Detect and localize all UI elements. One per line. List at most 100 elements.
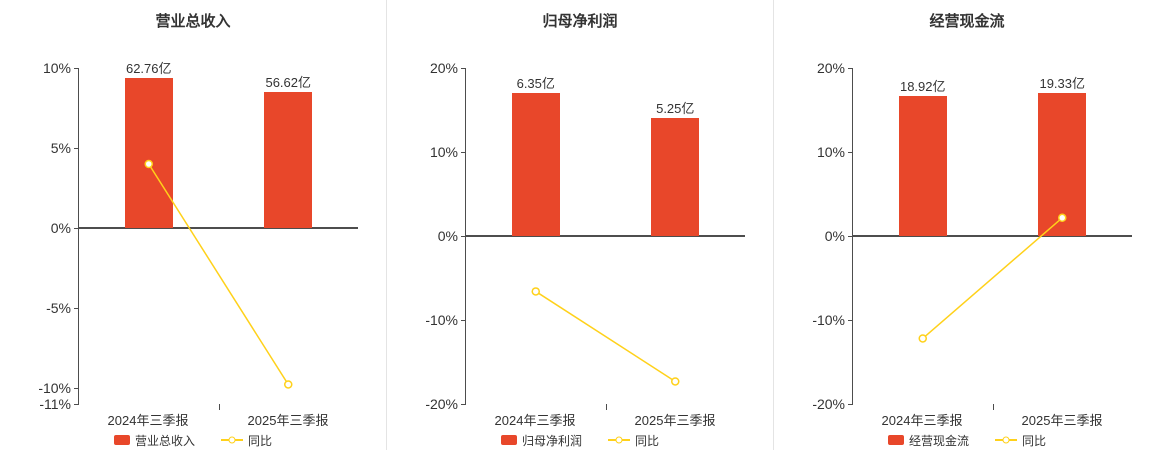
legend: 归母净利润 同比 xyxy=(387,432,773,448)
legend-label: 营业总收入 xyxy=(134,433,195,448)
x-category-label: 2024年三季报 xyxy=(107,413,189,428)
bar[interactable] xyxy=(511,93,560,236)
y-tick-mark xyxy=(848,403,853,405)
y-tick-mark xyxy=(848,235,853,237)
chart-title: 归母净利润 xyxy=(542,13,618,30)
y-tick-mark xyxy=(848,67,853,69)
legend-item-bar-series[interactable]: 营业总收入 xyxy=(113,432,195,449)
y-tick-label: -11% xyxy=(39,396,71,412)
y-tick-mark xyxy=(461,403,466,405)
x-axis-center-tick xyxy=(992,404,994,410)
bar-value-label: 56.62亿 xyxy=(265,75,312,91)
plot-area: 20% 10% 0% -10% -20% 18.92亿 19.33亿 xyxy=(812,60,1132,412)
line-series-icon xyxy=(608,436,630,444)
line-marker-icon xyxy=(1002,436,1010,444)
y-tick-mark xyxy=(74,147,79,149)
yoy-line-series[interactable] xyxy=(79,68,358,404)
bar[interactable] xyxy=(1038,93,1087,236)
bar-series-swatch-icon xyxy=(500,435,517,445)
bar-value-label: 5.25亿 xyxy=(656,100,695,116)
legend-label: 同比 xyxy=(635,433,660,448)
y-tick-label: 5% xyxy=(50,140,71,156)
bar-value-label: 18.92亿 xyxy=(899,79,946,95)
y-tick-mark xyxy=(848,319,853,321)
x-axis-center-tick xyxy=(218,404,220,410)
yoy-line-series[interactable] xyxy=(466,68,745,404)
plot-area: 20% 10% 0% -10% -20% 6.35亿 5.25亿 xyxy=(425,60,745,412)
y-tick-label: -20% xyxy=(425,396,458,412)
line-marker[interactable] xyxy=(1058,213,1067,223)
y-tick-mark xyxy=(461,67,466,69)
y-tick-mark xyxy=(74,307,79,309)
y-tick-label: -10% xyxy=(812,312,845,328)
x-category-label: 2024年三季报 xyxy=(881,413,963,428)
y-tick-label: 10% xyxy=(816,144,845,160)
bar-series-swatch-icon xyxy=(887,435,904,445)
y-tick-label: 10% xyxy=(42,60,71,76)
line-series-icon xyxy=(221,436,243,444)
y-tick-label: 10% xyxy=(429,144,458,160)
legend-label: 归母净利润 xyxy=(521,433,582,448)
line-marker[interactable] xyxy=(671,377,680,386)
legend-label: 经营现金流 xyxy=(908,433,969,448)
legend: 营业总收入 同比 xyxy=(0,432,386,448)
zero-axis-line xyxy=(853,235,1132,237)
line-marker-icon xyxy=(615,436,623,444)
line-marker[interactable] xyxy=(918,334,927,343)
x-axis-center-tick xyxy=(605,404,607,410)
line-marker[interactable] xyxy=(531,287,540,296)
bar[interactable] xyxy=(124,77,173,228)
y-tick-label: -10% xyxy=(425,312,458,328)
y-tick-mark xyxy=(74,387,79,389)
bar-series-swatch-icon xyxy=(113,435,130,445)
line-series-icon xyxy=(995,436,1017,444)
yoy-line xyxy=(535,290,676,383)
y-tick-mark xyxy=(461,319,466,321)
y-tick-label: 0% xyxy=(50,220,71,236)
line-marker[interactable] xyxy=(284,380,293,389)
yoy-line-series[interactable] xyxy=(853,68,1132,404)
x-category-label: 2025年三季报 xyxy=(247,413,329,428)
x-category-label: 2025年三季报 xyxy=(1021,413,1103,428)
legend-item-line-series[interactable]: 同比 xyxy=(608,432,659,449)
line-marker-icon xyxy=(228,436,236,444)
bar-value-label: 6.35亿 xyxy=(516,76,555,92)
legend-item-bar-series[interactable]: 经营现金流 xyxy=(887,432,969,449)
category-axis-labels: 2024年三季报 2025年三季报 xyxy=(852,410,1132,428)
bar[interactable] xyxy=(651,117,700,236)
legend-label: 同比 xyxy=(248,433,273,448)
yoy-line xyxy=(922,217,1063,340)
y-tick-mark xyxy=(461,235,466,237)
x-category-label: 2024年三季报 xyxy=(494,413,576,428)
legend-item-line-series[interactable]: 同比 xyxy=(221,432,272,449)
legend: 经营现金流 同比 xyxy=(774,432,1160,448)
panel-net-profit: 归母净利润 20% 10% 0% -10% -20% 6.35亿 5.25亿 2024年三季… xyxy=(386,0,773,450)
chart-title: 经营现金流 xyxy=(929,13,1005,30)
line-marker[interactable] xyxy=(144,159,153,169)
y-tick-label: -10% xyxy=(38,380,71,396)
y-tick-label: 20% xyxy=(816,60,845,76)
y-tick-mark xyxy=(74,67,79,69)
y-tick-label: -5% xyxy=(46,300,71,316)
y-tick-label: 0% xyxy=(437,228,458,244)
panel-operating-revenue: 营业总收入 10% 5% 0% -5% -10% -11% 62.76亿 56.62亿 202… xyxy=(0,0,386,450)
legend-item-line-series[interactable]: 同比 xyxy=(995,432,1046,449)
bar-value-label: 19.33亿 xyxy=(1039,76,1086,92)
bar[interactable] xyxy=(264,92,313,228)
bar-value-label: 62.76亿 xyxy=(125,60,172,76)
legend-item-bar-series[interactable]: 归母净利润 xyxy=(500,432,582,449)
y-tick-mark xyxy=(74,227,79,229)
yoy-line xyxy=(148,163,289,385)
y-tick-label: -20% xyxy=(812,396,845,412)
y-tick-mark xyxy=(848,151,853,153)
category-axis-labels: 2024年三季报 2025年三季报 xyxy=(465,410,745,428)
y-tick-mark xyxy=(461,151,466,153)
bar[interactable] xyxy=(898,96,947,236)
zero-axis-line xyxy=(466,235,745,237)
y-tick-label: 0% xyxy=(824,228,845,244)
legend-label: 同比 xyxy=(1022,433,1047,448)
chart-title: 营业总收入 xyxy=(155,13,231,30)
y-tick-label: 20% xyxy=(429,60,458,76)
zero-axis-line xyxy=(79,227,358,229)
